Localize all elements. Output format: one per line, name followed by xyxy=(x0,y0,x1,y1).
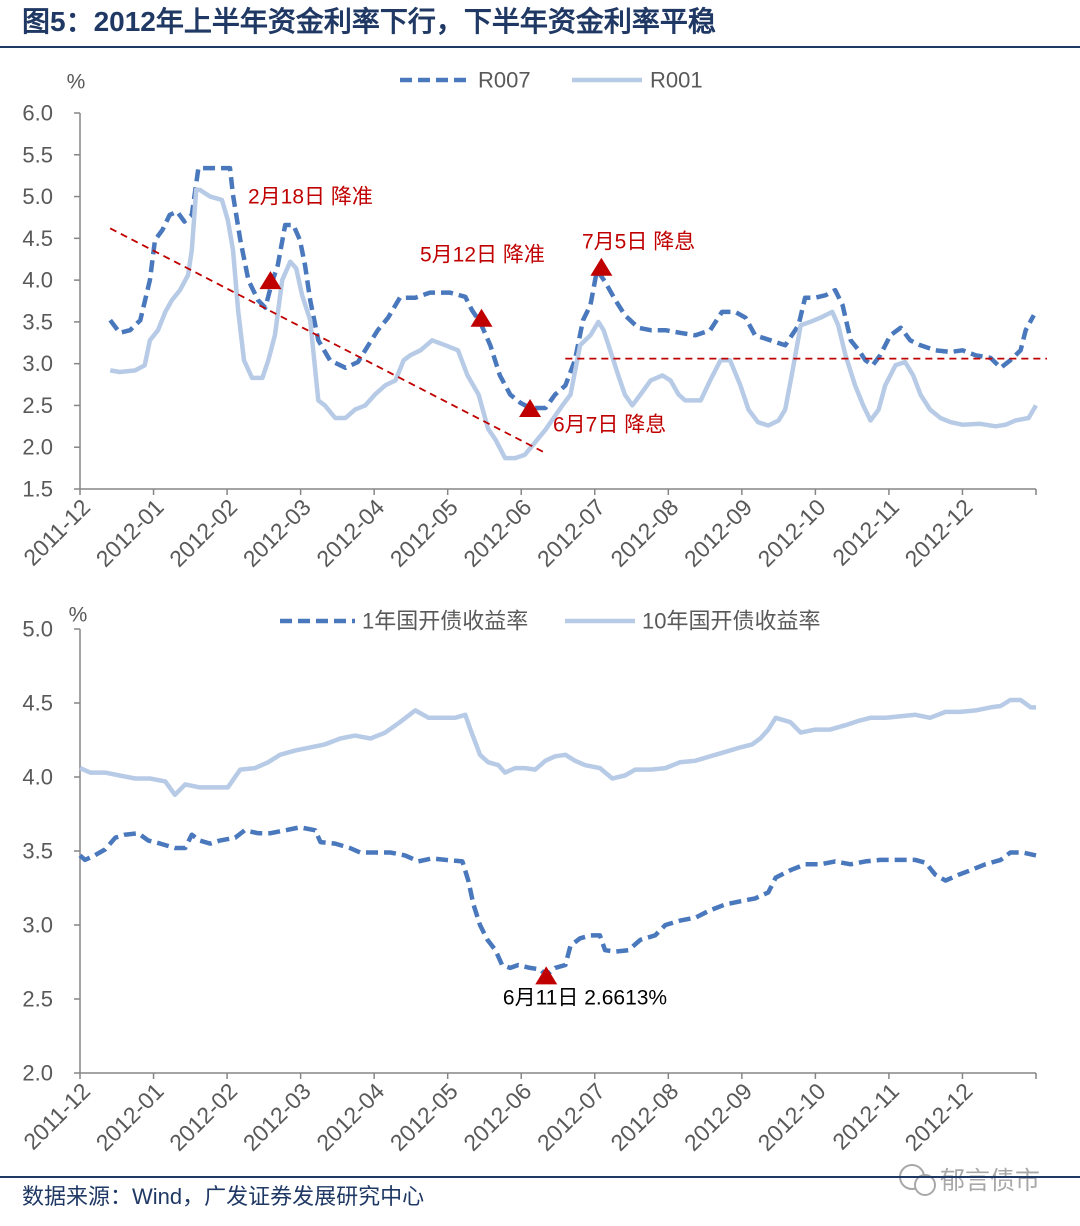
y-tick-label: 3.0 xyxy=(22,913,53,938)
y-tick-label: 2.0 xyxy=(22,435,53,460)
x-tick-label: 2011-12 xyxy=(18,494,95,571)
x-tick-label: 2012-09 xyxy=(679,1078,757,1156)
y-tick-label: 3.0 xyxy=(22,351,53,376)
y-tick-label: 3.5 xyxy=(22,309,53,334)
annotation-triangle-marker xyxy=(259,271,282,290)
x-tick-label: 2012-08 xyxy=(605,494,683,572)
annotation-triangle-marker xyxy=(470,308,493,327)
series-line-R007 xyxy=(108,165,1036,411)
x-tick-label: 2012-06 xyxy=(458,1078,536,1156)
series-line-R001 xyxy=(109,187,1038,461)
x-tick-label: 2012-03 xyxy=(238,494,316,572)
wechat-icon xyxy=(899,1164,936,1196)
annotation-label: 6月11日 2.6613% xyxy=(503,987,667,1010)
y-tick-label: 2.5 xyxy=(22,393,53,418)
y-tick-label: 5.0 xyxy=(22,184,53,209)
y-tick-label: 5.5 xyxy=(22,142,53,167)
x-tick-label: 2012-10 xyxy=(752,1078,830,1156)
y-tick-label: 3.5 xyxy=(22,839,53,864)
x-tick-label: 2012-11 xyxy=(827,1078,904,1155)
x-tick-label: 2012-01 xyxy=(91,1078,169,1156)
watermark-text: 郁言债市 xyxy=(940,1167,1040,1195)
wechat-icon-bubble-right xyxy=(914,1174,936,1196)
data-source-note: 数据来源：Wind，广发证券发展研究中心 xyxy=(22,1184,425,1209)
x-tick-label: 2012-11 xyxy=(827,494,904,571)
series-line-1年国开债收益率 xyxy=(78,825,1037,978)
x-tick-label: 2012-07 xyxy=(532,1078,610,1156)
y-tick-label: 4.0 xyxy=(22,268,53,293)
annotation-label: 7月5日 降息 xyxy=(582,231,695,254)
title-divider xyxy=(0,46,1080,48)
x-tick-label: 2012-04 xyxy=(311,1078,389,1156)
x-tick-label: 2012-03 xyxy=(238,1078,316,1156)
x-tick-label: 2012-07 xyxy=(532,494,610,572)
x-tick-label: 2012-09 xyxy=(679,494,757,572)
annotation-triangle-marker xyxy=(519,398,542,417)
x-tick-label: 2012-05 xyxy=(385,1078,463,1156)
annotation-label: 6月7日 降息 xyxy=(553,414,666,437)
y-tick-label: 2.0 xyxy=(22,1061,53,1086)
chart-2: 2.02.53.03.54.04.55.02011-122012-012012-… xyxy=(18,604,1037,1156)
y-tick-label: 6.0 xyxy=(22,101,53,126)
y-unit-label: % xyxy=(69,604,88,627)
y-tick-label: 4.5 xyxy=(22,691,53,716)
series-line-10年国开债收益率 xyxy=(79,697,1036,798)
legend-label: 10年国开债收益率 xyxy=(642,609,820,634)
legend-label: 1年国开债收益率 xyxy=(362,609,528,634)
y-unit-label: % xyxy=(67,71,86,94)
source-divider xyxy=(0,1176,1080,1178)
y-tick-label: 4.5 xyxy=(22,226,53,251)
x-tick-label: 2012-02 xyxy=(164,1078,242,1156)
x-tick-label: 2012-02 xyxy=(164,494,242,572)
x-tick-label: 2012-06 xyxy=(458,494,536,572)
x-tick-label: 2012-08 xyxy=(605,1078,683,1156)
y-tick-label: 1.5 xyxy=(22,477,53,502)
figure-title: 图5：2012年上半年资金利率下行，下半年资金利率平稳 xyxy=(22,6,716,37)
x-tick-label: 2012-12 xyxy=(900,1078,978,1156)
annotation-label: 2月18日 降准 xyxy=(248,186,373,209)
x-tick-label: 2012-04 xyxy=(311,494,389,572)
y-tick-label: 5.0 xyxy=(22,617,53,642)
annotation-label: 5月12日 降准 xyxy=(420,244,545,267)
annotation-triangle-marker xyxy=(535,966,558,985)
annotation-triangle-marker xyxy=(590,257,613,276)
chart-1: 1.52.02.53.03.54.04.55.05.56.02011-12201… xyxy=(18,68,1048,572)
x-tick-label: 2012-05 xyxy=(385,494,463,572)
y-tick-label: 2.5 xyxy=(22,987,53,1012)
legend-label: R001 xyxy=(650,68,703,93)
x-tick-label: 2011-12 xyxy=(18,1078,95,1155)
legend-label: R007 xyxy=(478,68,531,93)
x-tick-label: 2012-12 xyxy=(900,494,978,572)
reference-line xyxy=(109,227,546,454)
x-tick-label: 2012-01 xyxy=(91,494,169,572)
y-tick-label: 4.0 xyxy=(22,765,53,790)
x-tick-label: 2012-10 xyxy=(752,494,830,572)
watermark: 郁言债市 xyxy=(899,1164,1040,1196)
